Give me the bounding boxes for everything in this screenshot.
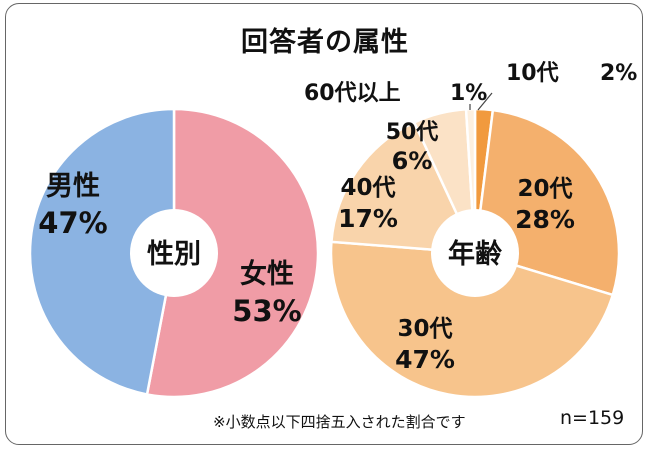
donut-0-label-value-1: 47%: [38, 206, 107, 240]
donut-1-center-label: 年齢: [448, 238, 502, 270]
donut-1-label-name-1: 20代: [517, 176, 572, 202]
donut-1-slice-3: [330, 120, 478, 255]
sample-size: n=159: [560, 407, 625, 429]
donut-0-slice-1: [28, 107, 176, 396]
donut-1-label-value-3: 17%: [338, 204, 398, 233]
donut-1-label-name-2: 30代: [397, 316, 452, 342]
donut-1-slice-2: [329, 240, 615, 399]
donut-0-center-label: 性別: [147, 239, 201, 270]
donut-0-hole: [130, 209, 218, 297]
donut-0-label-name-0: 女性: [240, 258, 294, 290]
chart-frame: [5, 3, 643, 445]
donut-1-hole: [431, 209, 519, 297]
leader-line-10s: [477, 92, 493, 111]
donut-1-label-name-3: 40代: [340, 175, 395, 201]
donut-1-label-value-1: 28%: [515, 205, 575, 234]
donut-1-label-value-2: 47%: [395, 345, 455, 374]
donut-1-label-name-5: 60代以上: [304, 81, 401, 106]
chart-title: 回答者の属性: [241, 27, 409, 58]
rounding-footnote: ※小数点以下四捨五入された割合です: [213, 413, 466, 431]
donut-1-label-name-0: 10代: [506, 61, 559, 86]
donut-1-label-value-0: 2%: [600, 61, 637, 86]
donut-0-slice-0: [145, 107, 320, 399]
donut-0-label-value-0: 53%: [232, 294, 301, 328]
donut-1-label-value-5: 1%: [450, 81, 487, 106]
donut-1-label-name-4: 50代: [386, 120, 439, 145]
donut-0-label-name-1: 男性: [46, 171, 100, 202]
donut-1-label-value-4: 6%: [392, 147, 433, 175]
